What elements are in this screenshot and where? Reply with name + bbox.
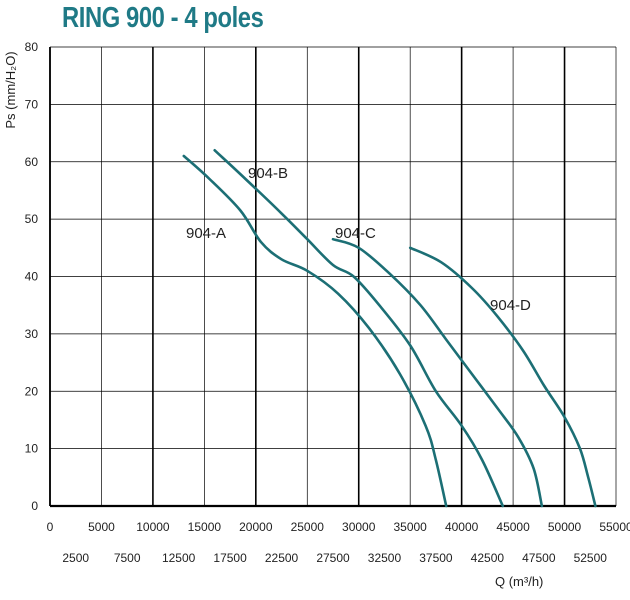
x-tick-label: 37500 <box>419 551 453 565</box>
curve-label-904-c: 904-C <box>335 225 376 242</box>
y-tick-label: 70 <box>25 97 39 111</box>
y-tick-label: 30 <box>25 327 39 341</box>
y-tick-label: 80 <box>25 40 39 54</box>
x-tick-label: 7500 <box>114 551 141 565</box>
x-tick-label: 35000 <box>393 520 427 534</box>
x-tick-label: 55000 <box>599 520 630 534</box>
x-tick-label: 5000 <box>88 520 115 534</box>
curve-904-d <box>408 246 597 508</box>
curve-904-a <box>182 154 448 508</box>
curve-label-904-b: 904-B <box>248 165 288 182</box>
chart-title: RING 900 - 4 poles <box>62 2 264 34</box>
y-tick-label: 20 <box>25 384 39 398</box>
y-axis-label: Ps (mm/H₂O) <box>3 51 18 128</box>
y-tick-label: 40 <box>25 270 39 284</box>
x-tick-label: 17500 <box>213 551 247 565</box>
x-tick-label: 42500 <box>471 551 505 565</box>
x-tick-label: 25000 <box>291 520 325 534</box>
x-tick-label: 22500 <box>265 551 299 565</box>
curve-904-c <box>331 237 544 508</box>
x-tick-label: 2500 <box>62 551 89 565</box>
y-tick-label: 50 <box>25 212 39 226</box>
x-tick-label: 27500 <box>316 551 350 565</box>
curve-904-b <box>213 149 505 508</box>
curve-label-904-a: 904-A <box>186 225 226 242</box>
x-axis-label: Q (m³/h) <box>495 574 543 589</box>
chart-grid <box>49 46 617 508</box>
x-tick-label: 0 <box>47 520 54 534</box>
x-tick-label: 15000 <box>188 520 222 534</box>
x-tick-label: 50000 <box>548 520 582 534</box>
chart-tick-labels: 0 10 20 30 40 50 60 70 80 0 5000 10000 15000 20000 250… <box>25 40 630 565</box>
y-tick-label: 60 <box>25 155 39 169</box>
x-tick-label: 47500 <box>522 551 556 565</box>
x-tick-label: 12500 <box>162 551 196 565</box>
x-tick-label: 40000 <box>445 520 479 534</box>
y-tick-label: 0 <box>31 499 38 513</box>
x-tick-label: 10000 <box>136 520 170 534</box>
y-tick-label: 10 <box>25 442 39 456</box>
x-tick-label: 32500 <box>368 551 402 565</box>
chart-curves <box>182 149 597 508</box>
x-tick-label: 52500 <box>574 551 608 565</box>
x-tick-label: 45000 <box>496 520 530 534</box>
x-tick-label: 20000 <box>239 520 273 534</box>
x-tick-label: 30000 <box>342 520 376 534</box>
curve-label-904-d: 904-D <box>490 297 531 314</box>
